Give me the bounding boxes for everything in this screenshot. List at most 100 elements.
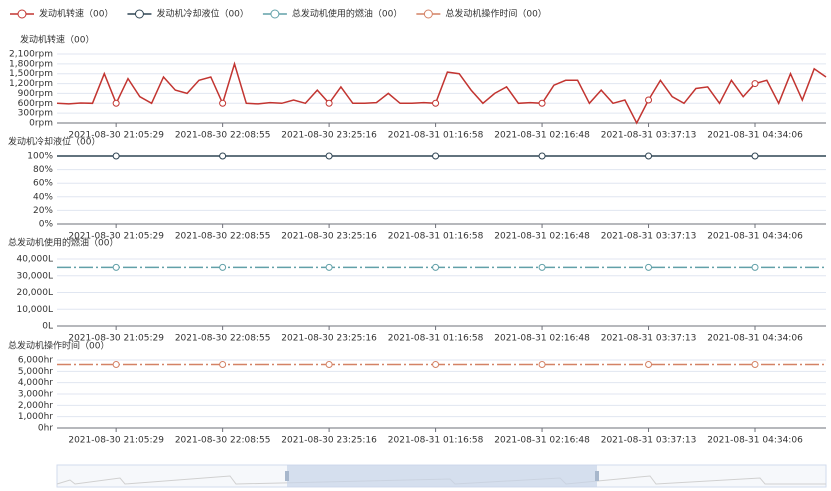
- y-tick-label: 2,100rpm: [9, 50, 53, 60]
- x-tick-label: 2021-08-31 04:34:06: [707, 436, 803, 446]
- x-tick-label: 2021-08-30 23:25:16: [281, 131, 377, 141]
- legend-item: 发动机转速（00）: [10, 8, 113, 20]
- point-symbol: [538, 99, 546, 107]
- point-symbol: [432, 361, 440, 369]
- y-tick-label: 0L: [42, 322, 53, 332]
- legend-symbol: [423, 9, 433, 19]
- point-symbol: [219, 263, 227, 271]
- x-tick-label: 2021-08-31 04:34:06: [707, 131, 803, 141]
- point-symbol: [325, 361, 333, 369]
- point-symbol: [645, 152, 653, 160]
- data-zoom[interactable]: [56, 464, 827, 488]
- y-tick-label: 300rpm: [18, 109, 53, 119]
- legend-label: 总发动机操作时间（00）: [445, 8, 546, 20]
- y-tick-label: 5,000hr: [18, 367, 53, 377]
- point-symbol: [645, 361, 653, 369]
- y-tick-label: 900rpm: [18, 89, 53, 99]
- y-tick-label: 600rpm: [18, 99, 53, 109]
- chart-title: 发动机转速（00）: [20, 34, 94, 46]
- point-symbol: [645, 263, 653, 271]
- y-tick-label: 60%: [33, 179, 53, 189]
- legend-item: 总发动机使用的燃油（00）: [262, 8, 402, 20]
- x-tick-label: 2021-08-31 03:37:13: [601, 334, 697, 344]
- y-tick-label: 20,000L: [16, 288, 53, 298]
- x-tick-label: 2021-08-30 21:05:29: [68, 131, 164, 141]
- y-tick-label: 40,000L: [16, 255, 53, 265]
- y-tick-label: 3,000hr: [18, 390, 53, 400]
- y-tick-label: 30,000L: [16, 271, 53, 281]
- x-tick-label: 2021-08-30 21:05:29: [68, 232, 164, 242]
- legend-item: 发动机冷却液位（00）: [127, 8, 249, 20]
- chart-title: 发动机冷却液位（00）: [8, 136, 100, 148]
- y-tick-label: 40%: [33, 192, 53, 202]
- y-tick-label: 0rpm: [29, 119, 53, 129]
- point-symbol: [112, 152, 120, 160]
- y-tick-label: 10,000L: [16, 305, 53, 315]
- point-symbol: [538, 152, 546, 160]
- legend-symbol: [134, 9, 144, 19]
- point-symbol: [112, 263, 120, 271]
- point-symbol: [219, 99, 227, 107]
- x-tick-label: 2021-08-31 01:16:58: [388, 436, 484, 446]
- point-symbol: [219, 152, 227, 160]
- legend-label: 发动机转速（00）: [39, 8, 113, 20]
- x-tick-label: 2021-08-30 23:25:16: [281, 436, 377, 446]
- x-tick-label: 2021-08-30 23:25:16: [281, 334, 377, 344]
- y-tick-label: 6,000hr: [18, 356, 53, 366]
- point-symbol: [432, 263, 440, 271]
- x-tick-label: 2021-08-31 03:37:13: [601, 436, 697, 446]
- x-tick-label: 2021-08-31 01:16:58: [388, 334, 484, 344]
- x-tick-label: 2021-08-31 03:37:13: [601, 232, 697, 242]
- y-tick-label: 20%: [33, 206, 53, 216]
- point-symbol: [112, 99, 120, 107]
- point-symbol: [432, 152, 440, 160]
- point-symbol: [325, 263, 333, 271]
- y-tick-label: 80%: [33, 165, 53, 175]
- chart-title: 总发动机使用的燃油（00）: [8, 237, 118, 249]
- x-tick-label: 2021-08-31 01:16:58: [388, 232, 484, 242]
- y-tick-label: 0hr: [38, 424, 53, 434]
- point-symbol: [645, 96, 653, 104]
- x-tick-label: 2021-08-31 03:37:13: [601, 131, 697, 141]
- x-tick-label: 2021-08-31 02:16:48: [494, 232, 590, 242]
- y-tick-label: 1,000hr: [18, 412, 53, 422]
- point-symbol: [219, 361, 227, 369]
- legend-label: 发动机冷却液位（00）: [156, 8, 248, 20]
- x-tick-label: 2021-08-31 04:34:06: [707, 334, 803, 344]
- x-tick-label: 2021-08-30 22:08:55: [175, 131, 271, 141]
- zoom-handle[interactable]: [595, 471, 599, 481]
- y-tick-label: 1,200rpm: [9, 79, 53, 89]
- x-tick-label: 2021-08-31 04:34:06: [707, 232, 803, 242]
- y-tick-label: 0%: [39, 220, 54, 230]
- x-tick-label: 2021-08-31 02:16:48: [494, 131, 590, 141]
- x-tick-label: 2021-08-30 21:05:29: [68, 334, 164, 344]
- x-tick-label: 2021-08-30 22:08:55: [175, 232, 271, 242]
- point-symbol: [112, 361, 120, 369]
- legend-item: 总发动机操作时间（00）: [416, 8, 547, 20]
- x-tick-label: 2021-08-30 22:08:55: [175, 436, 271, 446]
- x-tick-label: 2021-08-30 22:08:55: [175, 334, 271, 344]
- x-tick-label: 2021-08-31 02:16:48: [494, 436, 590, 446]
- legend-symbol: [270, 9, 280, 19]
- series-line: [56, 61, 827, 125]
- point-symbol: [325, 152, 333, 160]
- y-tick-label: 2,000hr: [18, 401, 53, 411]
- point-symbol: [538, 263, 546, 271]
- point-symbol: [751, 80, 759, 88]
- y-tick-label: 1,500rpm: [9, 69, 53, 79]
- chart-title: 总发动机操作时间（00）: [8, 340, 109, 352]
- y-tick-label: 100%: [27, 152, 53, 162]
- point-symbol: [751, 361, 759, 369]
- point-symbol: [751, 263, 759, 271]
- point-symbol: [538, 361, 546, 369]
- point-symbol: [325, 99, 333, 107]
- x-tick-label: 2021-08-30 21:05:29: [68, 436, 164, 446]
- x-tick-label: 2021-08-31 01:16:58: [388, 131, 484, 141]
- y-tick-label: 4,000hr: [18, 378, 53, 388]
- legend-label: 总发动机使用的燃油（00）: [292, 8, 402, 20]
- zoom-handle[interactable]: [285, 471, 289, 481]
- point-symbol: [432, 99, 440, 107]
- x-tick-label: 2021-08-31 02:16:48: [494, 334, 590, 344]
- zoom-window[interactable]: [287, 465, 597, 487]
- legend-symbol: [17, 9, 27, 19]
